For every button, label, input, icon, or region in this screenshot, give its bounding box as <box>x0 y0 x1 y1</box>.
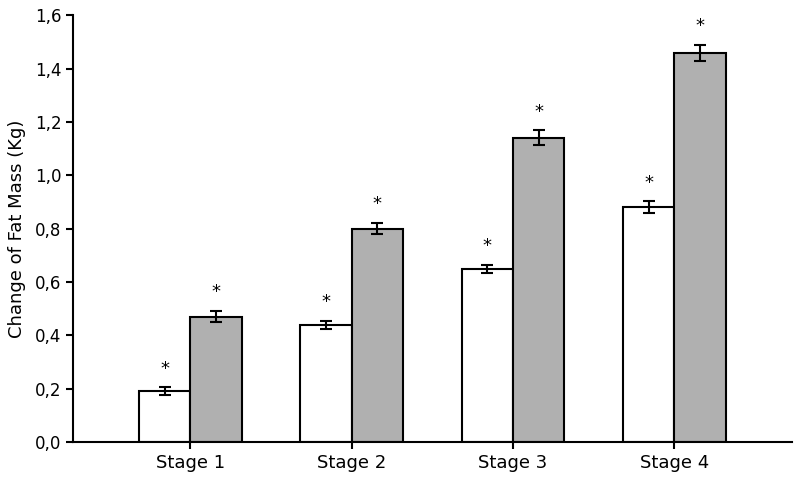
Bar <box>190 317 242 442</box>
Bar <box>139 391 190 442</box>
Bar <box>674 53 726 442</box>
Y-axis label: Change of Fat Mass (Kg): Change of Fat Mass (Kg) <box>8 120 26 338</box>
Text: *: * <box>644 174 653 192</box>
Text: *: * <box>211 283 221 301</box>
Text: *: * <box>160 360 170 378</box>
Bar <box>623 207 674 442</box>
Text: *: * <box>322 293 330 311</box>
Text: *: * <box>534 103 543 121</box>
Bar <box>462 269 513 442</box>
Text: *: * <box>483 237 492 255</box>
Bar <box>513 138 564 442</box>
Text: *: * <box>373 195 382 214</box>
Text: *: * <box>695 17 705 36</box>
Bar <box>352 228 403 442</box>
Bar <box>300 324 352 442</box>
